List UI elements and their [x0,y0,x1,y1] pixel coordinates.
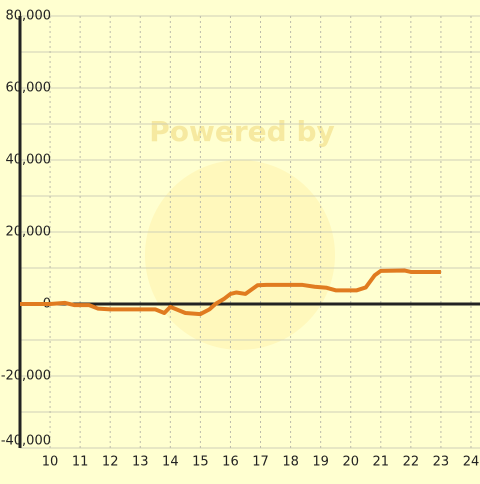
x-tick-label: 23 [433,455,450,470]
x-tick-label: 21 [373,455,390,470]
y-tick-label: -20,000 [1,369,51,384]
watermark: Powered by [149,115,335,148]
x-tick-label: 16 [222,455,239,470]
x-tick-label: 24 [463,455,480,470]
y-tick-label: 20,000 [6,225,52,240]
x-tick-label: 11 [72,455,89,470]
x-tick-label: 17 [252,455,269,470]
x-tick-label: 18 [282,455,299,470]
y-tick-label: -40,000 [1,434,51,449]
y-tick-label: 80,000 [6,9,52,24]
watermark-logo [145,160,335,350]
x-tick-label: 22 [403,455,420,470]
y-tick-label: 40,000 [6,153,52,168]
x-tick-label: 15 [192,455,209,470]
data-line [20,268,441,317]
x-tick-label: 19 [312,455,329,470]
x-tick-label: 13 [132,455,149,470]
x-tick-label: 14 [162,455,179,470]
x-tick-label: 12 [102,455,119,470]
x-tick-label: 20 [342,455,359,470]
y-tick-label: 60,000 [6,81,52,96]
x-tick-label: 10 [42,455,59,470]
